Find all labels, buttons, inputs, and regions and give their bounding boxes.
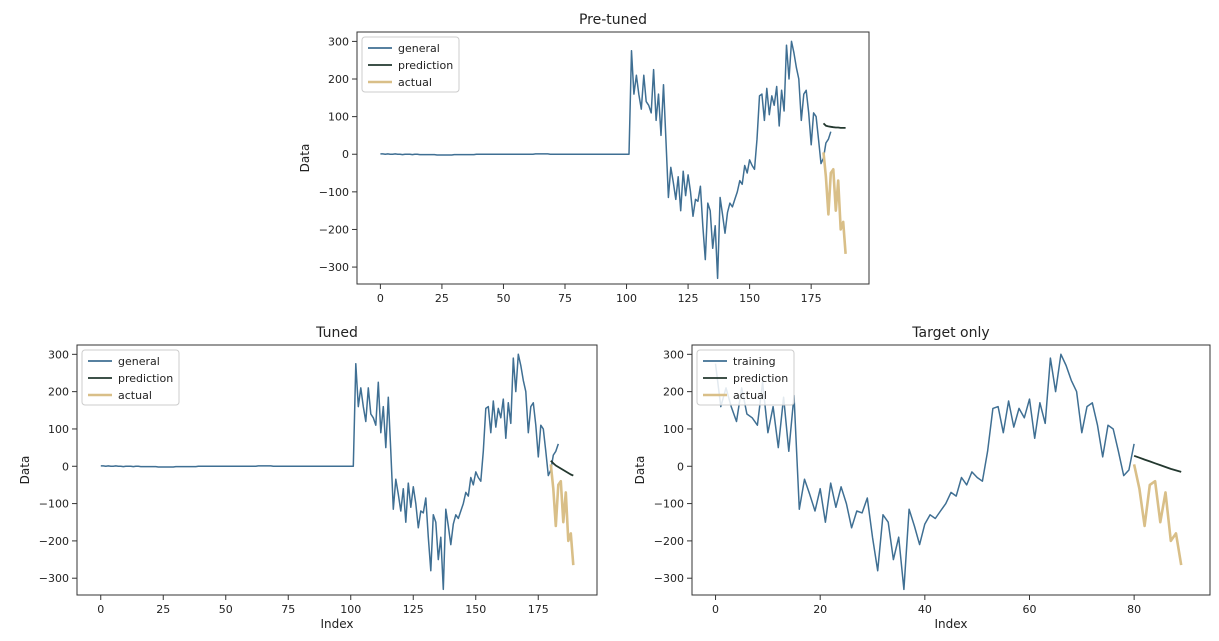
x-tick-label: 0 <box>377 292 384 305</box>
y-tick-label: −100 <box>654 498 684 511</box>
series-line-actual <box>549 464 575 566</box>
series-line-prediction <box>1133 454 1182 473</box>
legend-box <box>696 349 795 406</box>
y-tick-label: 300 <box>663 348 684 361</box>
chart-title: Pre-tuned <box>579 12 647 28</box>
chart-title: Tuned <box>315 325 358 341</box>
plot-frame <box>691 344 1211 596</box>
series-line-actual <box>1132 464 1183 566</box>
plot-frame <box>76 344 598 596</box>
x-tick-label: 100 <box>616 292 637 305</box>
legend-label-prediction: prediction <box>398 59 453 72</box>
x-tick-label: 150 <box>739 292 760 305</box>
y-tick-label: 200 <box>663 386 684 399</box>
x-tick-label: 25 <box>156 603 170 616</box>
x-axis-label: Index <box>320 617 353 631</box>
legend-label-prediction: prediction <box>118 372 173 385</box>
chart-title: Target only <box>911 325 989 341</box>
legend-label-general: general <box>118 355 160 368</box>
legend-label-general: general <box>398 42 440 55</box>
legend-box <box>361 36 460 93</box>
chart-target-only: Target only 0 20 40 60 80 300 200 100 0 −100 −200 −3… <box>633 325 1211 631</box>
legend-label-actual: actual <box>398 76 432 89</box>
y-tick-label: −100 <box>319 186 349 199</box>
y-tick-label: −300 <box>319 261 349 274</box>
x-axis-label: Index <box>934 617 967 631</box>
y-tick-label: −200 <box>654 535 684 548</box>
chart-tuned: Tuned 0 25 50 75 100 125 150 175 300 200 100 0 −100 −2… <box>18 325 598 631</box>
y-tick-label: −300 <box>654 572 684 585</box>
y-tick-label: 200 <box>48 386 69 399</box>
y-tick-label: 100 <box>663 423 684 436</box>
x-tick-label: 100 <box>340 603 361 616</box>
y-tick-label: 0 <box>677 460 684 473</box>
y-tick-label: −200 <box>39 535 69 548</box>
legend-label-actual: actual <box>733 389 767 402</box>
y-tick-label: 200 <box>328 73 349 86</box>
x-tick-label: 125 <box>403 603 424 616</box>
legend-box <box>81 349 180 406</box>
y-tick-label: 300 <box>48 348 69 361</box>
y-tick-label: −100 <box>39 498 69 511</box>
series-line-training <box>714 353 1135 591</box>
legend: general prediction actual <box>81 349 180 406</box>
x-tick-label: 20 <box>813 603 827 616</box>
x-tick-label: 0 <box>712 603 719 616</box>
x-tick-label: 125 <box>678 292 699 305</box>
legend: general prediction actual <box>361 36 460 93</box>
legend-label-training: training <box>733 355 776 368</box>
series-group <box>380 40 847 280</box>
y-tick-label: −300 <box>39 572 69 585</box>
x-tick-label: 175 <box>528 603 549 616</box>
chart-pre-tuned: Pre-tuned 0 25 50 75 100 125 150 175 300 200 100 0 −1… <box>298 12 870 305</box>
x-tick-label: 40 <box>918 603 932 616</box>
series-line-actual <box>822 152 847 254</box>
x-tick-label: 175 <box>801 292 822 305</box>
x-tick-label: 150 <box>465 603 486 616</box>
y-tick-label: 100 <box>48 423 69 436</box>
y-axis-label: Data <box>633 456 647 485</box>
y-tick-label: 0 <box>342 148 349 161</box>
x-tick-label: 25 <box>435 292 449 305</box>
y-tick-label: 300 <box>328 35 349 48</box>
y-tick-label: −200 <box>319 223 349 236</box>
series-group <box>714 353 1183 591</box>
series-group <box>100 353 575 591</box>
x-tick-label: 75 <box>558 292 572 305</box>
y-axis-label: Data <box>298 144 312 173</box>
x-tick-label: 50 <box>219 603 233 616</box>
y-tick-label: 100 <box>328 111 349 124</box>
x-tick-label: 0 <box>97 603 104 616</box>
series-line-prediction <box>822 122 846 129</box>
legend-label-actual: actual <box>118 389 152 402</box>
series-line-general <box>100 353 560 591</box>
y-tick-label: 0 <box>62 460 69 473</box>
series-line-prediction <box>550 460 574 477</box>
x-tick-label: 50 <box>496 292 510 305</box>
legend-label-prediction: prediction <box>733 372 788 385</box>
legend: training prediction actual <box>696 349 795 406</box>
x-tick-label: 80 <box>1127 603 1141 616</box>
plot-frame <box>356 31 870 285</box>
series-line-general <box>380 40 832 280</box>
x-tick-label: 60 <box>1022 603 1036 616</box>
y-axis-label: Data <box>18 456 32 485</box>
x-tick-label: 75 <box>281 603 295 616</box>
